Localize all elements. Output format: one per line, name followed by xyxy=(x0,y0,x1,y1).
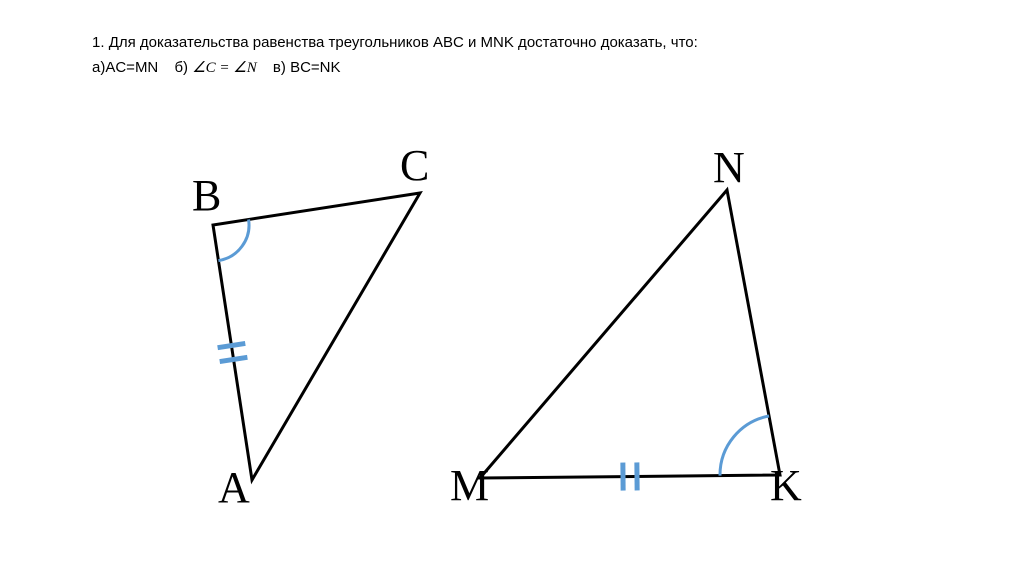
problem-statement: 1. Для доказательства равенства треуголь… xyxy=(92,32,698,79)
vertex-label-c: C xyxy=(400,140,429,191)
triangles-svg xyxy=(0,80,1024,530)
option-a: а)AC=MN xyxy=(92,59,162,76)
vertex-label-n: N xyxy=(713,142,745,193)
vertex-label-a: A xyxy=(218,462,250,513)
problem-number: 1. xyxy=(92,34,105,51)
triangle-mnk xyxy=(480,190,780,491)
vertex-label-b: B xyxy=(192,170,221,221)
triangle-abc xyxy=(213,193,420,480)
geometry-diagram: A B C M N K xyxy=(0,80,1024,530)
options-row: а)AC=MN б) ∠C = ∠N в) BC=NK xyxy=(92,57,698,80)
angle-arc-b xyxy=(218,220,249,261)
option-b: б) ∠C = ∠N xyxy=(174,59,260,76)
tick-mark-ab-1 xyxy=(220,357,248,361)
option-c: в) BC=NK xyxy=(273,59,341,76)
triangle-abc-shape xyxy=(213,193,420,480)
problem-question: Для доказательства равенства треугольник… xyxy=(109,34,698,51)
vertex-label-m: M xyxy=(450,460,489,511)
angle-arc-k xyxy=(720,416,769,476)
tick-mark-ab-2 xyxy=(218,343,246,347)
vertex-label-k: K xyxy=(770,460,802,511)
